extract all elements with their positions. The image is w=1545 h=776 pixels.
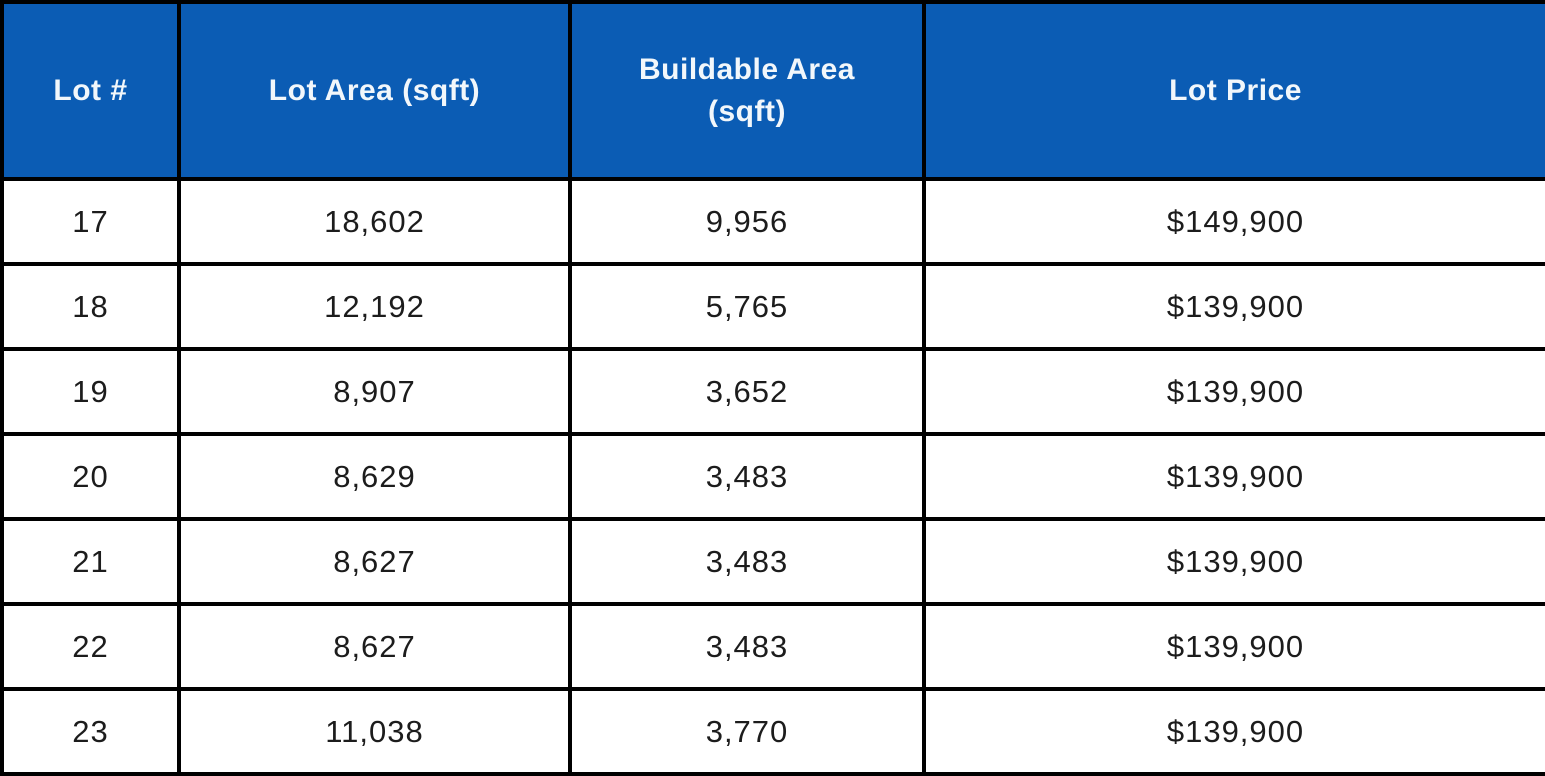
cell-lot-area: 8,627 <box>177 517 572 606</box>
cell-buildable-area: 3,652 <box>568 347 926 436</box>
cell-lot-area: 8,627 <box>177 602 572 691</box>
table-row: 17 18,602 9,956 $149,900 <box>0 177 1545 266</box>
cell-lot-number: 20 <box>0 432 181 521</box>
cell-lot-price: $139,900 <box>922 262 1545 351</box>
column-header-lot-number: Lot # <box>0 0 181 181</box>
cell-lot-number: 17 <box>0 177 181 266</box>
table-row: 18 12,192 5,765 $139,900 <box>0 262 1545 351</box>
cell-lot-price: $139,900 <box>922 517 1545 606</box>
cell-buildable-area: 5,765 <box>568 262 926 351</box>
cell-lot-price: $139,900 <box>922 687 1545 776</box>
table-row: 20 8,629 3,483 $139,900 <box>0 432 1545 521</box>
table-row: 21 8,627 3,483 $139,900 <box>0 517 1545 606</box>
cell-lot-price: $139,900 <box>922 347 1545 436</box>
column-header-buildable-area: Buildable Area (sqft) <box>568 0 926 181</box>
cell-buildable-area: 3,483 <box>568 517 926 606</box>
cell-lot-area: 8,907 <box>177 347 572 436</box>
column-header-lot-price: Lot Price <box>922 0 1545 181</box>
table-row: 19 8,907 3,652 $139,900 <box>0 347 1545 436</box>
cell-lot-area: 8,629 <box>177 432 572 521</box>
cell-lot-number: 21 <box>0 517 181 606</box>
cell-lot-number: 18 <box>0 262 181 351</box>
cell-lot-number: 19 <box>0 347 181 436</box>
cell-lot-number: 23 <box>0 687 181 776</box>
cell-lot-price: $139,900 <box>922 602 1545 691</box>
cell-lot-area: 18,602 <box>177 177 572 266</box>
cell-lot-price: $139,900 <box>922 432 1545 521</box>
table-header-row: Lot # Lot Area (sqft) Buildable Area (sq… <box>0 0 1545 181</box>
table-row: 23 11,038 3,770 $139,900 <box>0 687 1545 776</box>
cell-lot-number: 22 <box>0 602 181 691</box>
cell-lot-price: $149,900 <box>922 177 1545 266</box>
column-header-lot-area: Lot Area (sqft) <box>177 0 572 181</box>
cell-buildable-area: 3,770 <box>568 687 926 776</box>
cell-lot-area: 11,038 <box>177 687 572 776</box>
cell-buildable-area: 3,483 <box>568 432 926 521</box>
cell-buildable-area: 9,956 <box>568 177 926 266</box>
cell-buildable-area: 3,483 <box>568 602 926 691</box>
table-row: 22 8,627 3,483 $139,900 <box>0 602 1545 691</box>
cell-lot-area: 12,192 <box>177 262 572 351</box>
